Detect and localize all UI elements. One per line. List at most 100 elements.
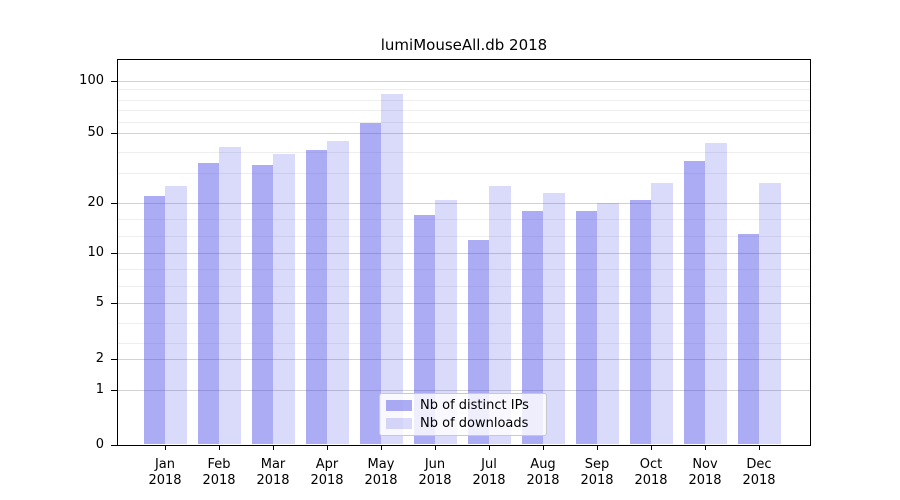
y-tick-mark (111, 359, 117, 360)
y-tick-mark (111, 302, 117, 304)
major-gridline (118, 252, 810, 254)
x-tick-label: Mar 2018 (245, 457, 301, 489)
major-gridline (118, 203, 810, 205)
y-tick-label: 100 (79, 73, 104, 88)
minor-gridline (118, 236, 810, 237)
x-tick-month: Feb (207, 457, 231, 472)
bar-ips-sep (575, 210, 597, 445)
bar-downloads-apr (327, 141, 349, 445)
bar-downloads-dec (759, 183, 781, 445)
y-tick-label: 0 (95, 436, 104, 452)
bar-downloads-jan (165, 186, 187, 445)
x-tick-year: 2018 (634, 473, 668, 488)
x-tick-mark (651, 445, 652, 450)
x-tick-year: 2018 (418, 473, 452, 488)
x-tick-label: Feb 2018 (191, 457, 247, 489)
x-tick-month: Jun (424, 457, 446, 472)
y-tick-mark (111, 81, 117, 82)
bar-ips-nov (683, 160, 705, 445)
x-tick-month: Mar (260, 457, 286, 472)
major-gridline (118, 81, 810, 82)
x-tick-year: 2018 (526, 473, 560, 488)
bar-ips-may (359, 123, 381, 445)
bar-downloads-mar (273, 154, 295, 445)
x-tick-label: Dec 2018 (731, 457, 787, 489)
bar-downloads-may (381, 94, 403, 445)
bar-ips-feb (197, 162, 219, 445)
x-tick-month: May (367, 457, 395, 472)
x-tick-label: Aug 2018 (515, 457, 571, 489)
x-tick-mark (273, 445, 274, 450)
minor-gridline (118, 110, 810, 111)
legend-swatch (386, 418, 412, 429)
y-tick-mark (111, 390, 117, 391)
y-tick-label: 10 (87, 244, 104, 260)
x-tick-label: Oct 2018 (623, 457, 679, 489)
minor-gridline (118, 322, 810, 324)
bar-downloads-jun (435, 199, 457, 445)
x-tick-month: Oct (639, 457, 663, 472)
y-tick-mark (111, 252, 117, 254)
y-tick-label: 2 (95, 351, 104, 366)
x-tick-mark (597, 445, 598, 450)
major-gridline (118, 133, 810, 135)
x-tick-mark (381, 445, 382, 450)
y-tick-label: 20 (87, 195, 104, 211)
major-gridline (118, 302, 810, 304)
x-tick-mark (705, 445, 706, 450)
x-tick-month: Jan (154, 457, 176, 472)
x-tick-mark (165, 445, 166, 450)
minor-gridline (118, 121, 810, 123)
minor-gridline (118, 342, 810, 344)
bar-downloads-nov (705, 143, 727, 445)
x-tick-label: May 2018 (353, 457, 409, 489)
x-tick-mark (327, 445, 328, 450)
legend-entry-1: Nb of downloads (386, 416, 540, 431)
x-tick-year: 2018 (580, 473, 614, 488)
minor-gridline (118, 286, 810, 287)
bar-downloads-oct (651, 183, 673, 445)
x-tick-year: 2018 (472, 473, 506, 488)
x-tick-year: 2018 (148, 473, 182, 488)
x-tick-mark (543, 445, 544, 450)
bar-ips-jun (413, 214, 435, 445)
x-tick-label: Nov 2018 (677, 457, 733, 489)
minor-gridline (118, 268, 810, 270)
bar-ips-apr (305, 150, 327, 445)
x-tick-year: 2018 (688, 473, 722, 488)
y-tick-label: 5 (95, 294, 104, 310)
x-tick-label: Sep 2018 (569, 457, 625, 489)
x-tick-month: Jul (481, 457, 497, 472)
x-tick-label: Jun 2018 (407, 457, 463, 489)
x-tick-year: 2018 (256, 473, 290, 488)
minor-gridline (118, 100, 810, 101)
x-tick-label: Apr 2018 (299, 457, 355, 489)
x-tick-year: 2018 (310, 473, 344, 488)
x-tick-mark (219, 445, 220, 450)
y-tick-label: 50 (87, 125, 104, 141)
bar-ips-aug (521, 210, 543, 445)
minor-gridline (118, 152, 810, 154)
minor-gridline (118, 89, 810, 91)
bar-ips-oct (629, 199, 651, 445)
x-tick-year: 2018 (364, 473, 398, 488)
legend-label: Nb of downloads (420, 416, 529, 431)
minor-gridline (118, 172, 810, 174)
x-tick-label: Jan 2018 (137, 457, 193, 489)
bar-ips-mar (251, 165, 273, 445)
plot-area (117, 59, 811, 446)
x-tick-month: Sep (584, 457, 610, 472)
bar-ips-dec (737, 234, 759, 445)
x-tick-year: 2018 (202, 473, 236, 488)
chart-title: lumiMouseAll.db 2018 (380, 36, 548, 54)
x-tick-month: Apr (315, 457, 339, 472)
x-tick-mark (759, 445, 760, 450)
bar-downloads-feb (219, 146, 241, 445)
y-tick-mark (111, 444, 117, 446)
legend-swatch (386, 400, 412, 411)
x-tick-month: Dec (746, 457, 772, 472)
y-tick-mark (111, 203, 117, 205)
y-tick-label: 1 (95, 382, 104, 397)
bar-ips-jan (143, 196, 165, 445)
